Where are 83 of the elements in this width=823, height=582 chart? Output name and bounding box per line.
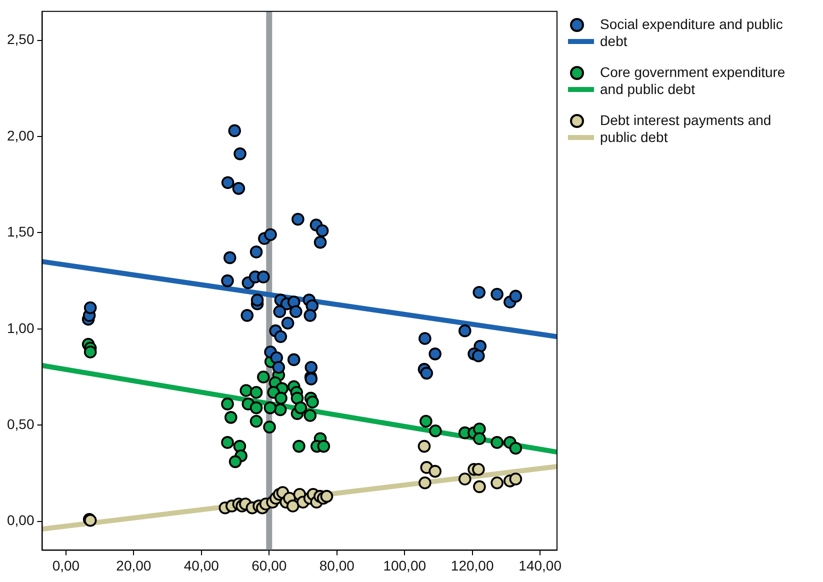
point — [256, 370, 270, 384]
point — [472, 462, 485, 476]
y-tick-label: 2,50 — [7, 31, 34, 48]
point — [473, 432, 486, 445]
point — [509, 442, 522, 455]
point — [224, 411, 238, 424]
y-tick-label: 0,50 — [7, 416, 34, 432]
point — [232, 182, 246, 195]
point — [490, 476, 504, 490]
point — [228, 124, 242, 138]
point — [273, 305, 286, 318]
x-tick-label: 120,00 — [450, 557, 494, 574]
point — [429, 424, 442, 438]
point — [84, 346, 97, 358]
point — [420, 366, 434, 380]
point — [290, 305, 302, 318]
point — [290, 392, 304, 405]
point — [264, 401, 277, 414]
point — [287, 353, 300, 366]
point — [250, 294, 264, 306]
legend-label: Debt interest payments and public debt — [600, 112, 772, 146]
y-tick-label: 2,00 — [7, 127, 34, 144]
point — [458, 472, 472, 486]
x-tick-label: 40,00 — [184, 557, 220, 574]
y-tick-label: 1,50 — [7, 224, 34, 240]
point — [490, 288, 504, 301]
point — [317, 440, 330, 453]
legend-label: Social expenditure and public debt — [600, 16, 784, 50]
point — [286, 500, 300, 512]
point — [306, 396, 319, 408]
point — [458, 324, 472, 338]
point — [274, 330, 288, 344]
y-tick-label: 1,00 — [7, 320, 34, 336]
point — [250, 414, 263, 428]
x-tick-label: 140,00 — [518, 557, 562, 574]
point — [234, 147, 246, 160]
x-tick-label: 20,00 — [116, 557, 152, 574]
point — [472, 349, 485, 362]
legend-label: Core government expenditure and public debt — [600, 64, 786, 98]
point — [294, 401, 308, 414]
point — [292, 440, 306, 453]
point — [509, 472, 522, 486]
point — [316, 224, 329, 238]
point — [240, 309, 254, 322]
point — [223, 251, 236, 264]
point — [418, 332, 432, 345]
point — [263, 420, 276, 434]
point — [314, 236, 327, 249]
y-tick-label: 0,00 — [7, 512, 34, 528]
point — [272, 360, 286, 374]
point — [250, 246, 263, 258]
point — [490, 436, 504, 449]
point — [418, 476, 432, 490]
point — [264, 228, 277, 242]
point — [228, 455, 242, 468]
point — [428, 464, 442, 478]
point — [250, 386, 263, 399]
point — [250, 401, 263, 414]
point — [428, 348, 442, 360]
point — [304, 409, 317, 422]
x-tick-label: 80,00 — [319, 557, 355, 574]
point — [256, 270, 270, 284]
point — [274, 392, 288, 405]
point — [281, 316, 294, 330]
point — [509, 290, 522, 303]
point — [221, 436, 234, 449]
point — [418, 440, 431, 453]
point — [221, 398, 234, 410]
point — [292, 212, 304, 226]
x-tick-label: 60,00 — [252, 557, 287, 574]
x-tick-label: 0,00 — [52, 557, 80, 574]
x-tick-label: 100,00 — [383, 557, 426, 574]
point — [420, 414, 432, 428]
point — [304, 360, 318, 374]
point — [221, 176, 234, 190]
point — [84, 301, 97, 314]
point — [320, 490, 334, 503]
point — [274, 403, 287, 416]
point — [240, 384, 253, 397]
point — [221, 274, 234, 288]
point — [472, 286, 486, 299]
point — [473, 480, 486, 494]
point — [304, 309, 317, 322]
